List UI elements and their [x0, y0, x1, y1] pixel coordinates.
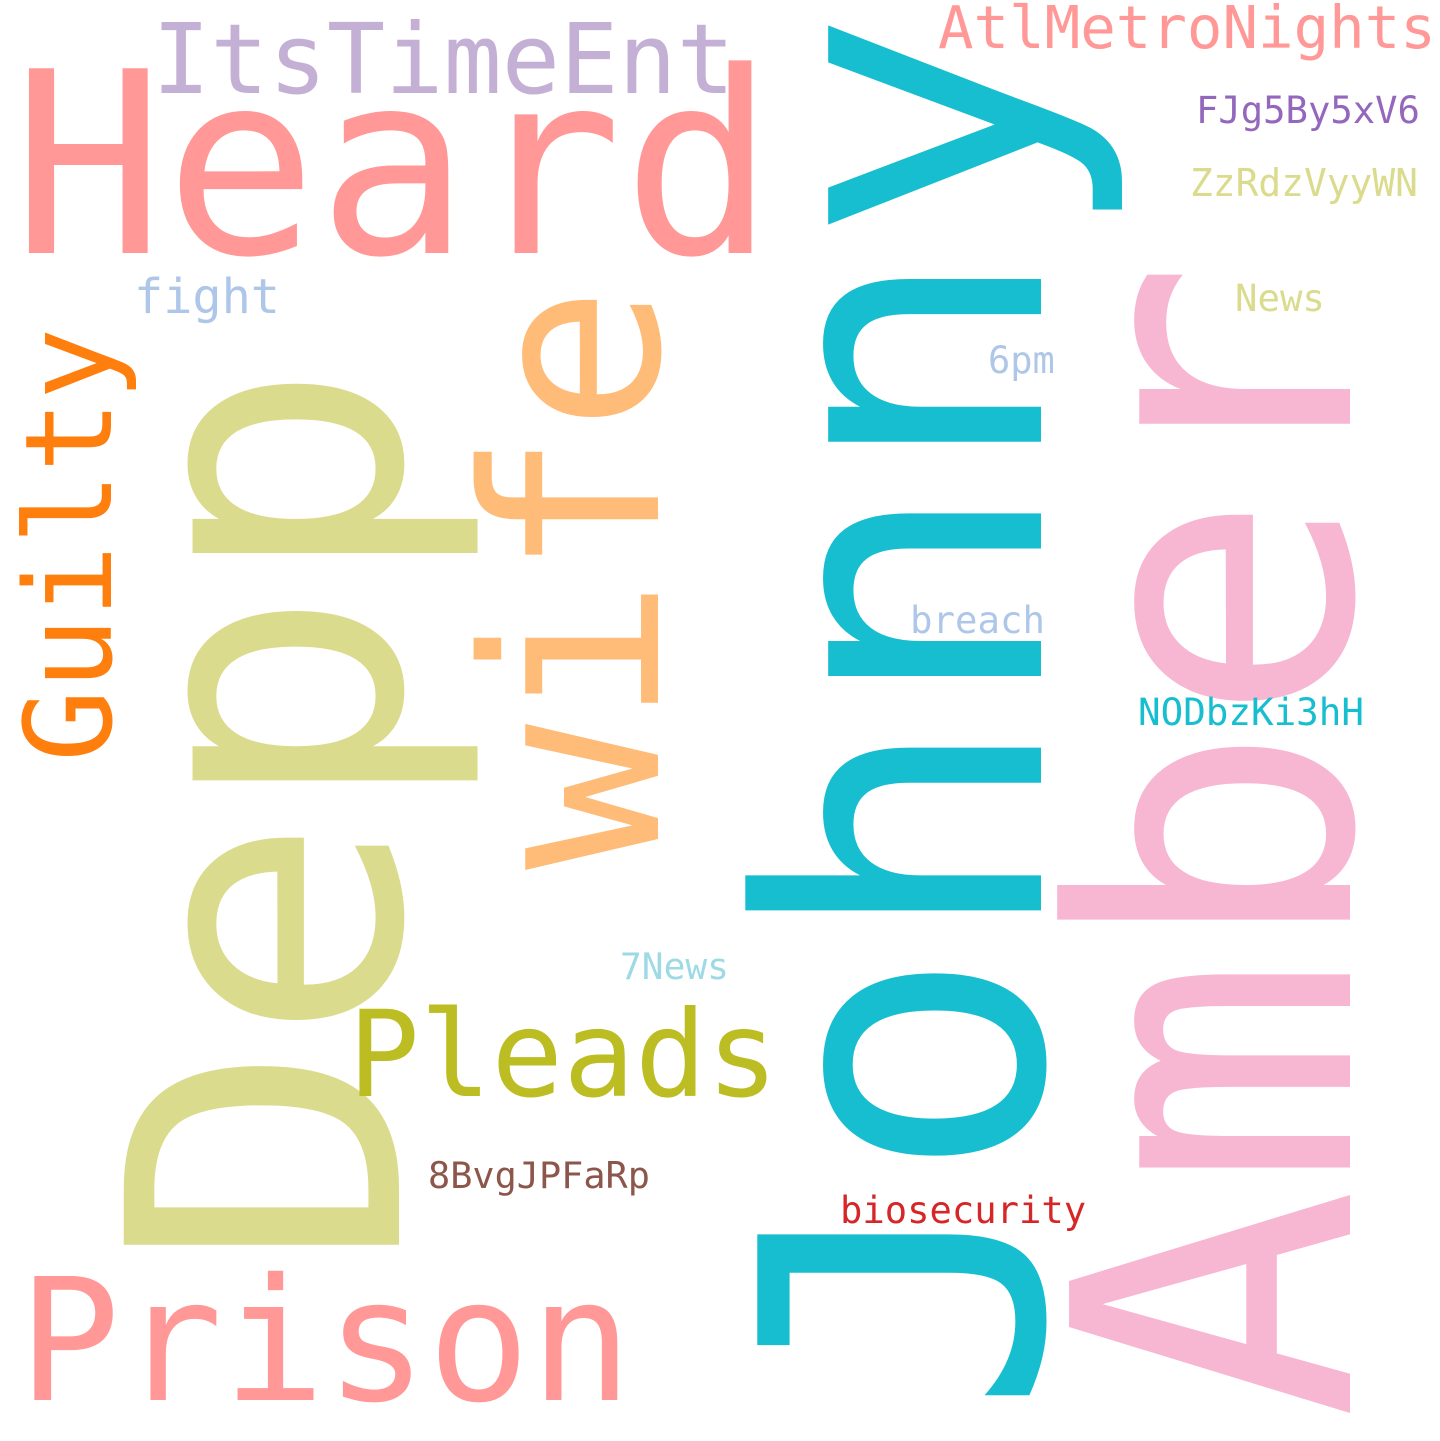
- word-7news: 7News: [620, 945, 729, 988]
- word-nodbzki3hh: NODbzKi3hH: [1138, 690, 1364, 734]
- word-news: News: [1235, 275, 1325, 320]
- word-heard: Heard: [12, 17, 776, 313]
- word-atlmetronights: AtlMetroNights: [938, 0, 1436, 62]
- word-fight: fight: [134, 269, 280, 325]
- word-8bvgjpfarp: 8BvgJPFaRp: [428, 1153, 650, 1197]
- word-pleads: Pleads: [348, 985, 779, 1125]
- word-breach: breach: [910, 597, 1046, 642]
- word-guilty: Guilty: [0, 327, 140, 762]
- word-prison: Prison: [18, 1243, 633, 1441]
- word-wife: wife: [433, 285, 716, 870]
- word-biosecurity: biosecurity: [840, 1188, 1087, 1232]
- word-zzrdzvyywn: ZzRdzVyyWN: [1190, 160, 1418, 205]
- word-itstimeent: ItsTimeEnt: [152, 2, 735, 116]
- word-amber: Amber: [991, 259, 1440, 1420]
- word-6pm: 6pm: [988, 339, 1055, 382]
- word-fjg5by5xv6: FJg5By5xV6: [1196, 87, 1420, 132]
